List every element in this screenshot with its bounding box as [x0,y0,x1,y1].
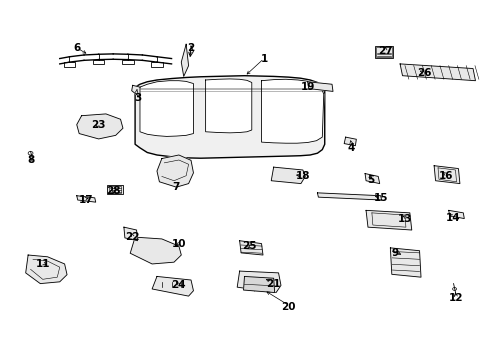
Text: 19: 19 [300,82,314,92]
Bar [109,186,121,193]
Polygon shape [399,64,474,81]
Polygon shape [239,241,263,255]
Text: 26: 26 [416,68,431,78]
Text: 20: 20 [281,302,295,312]
Text: 13: 13 [397,214,411,224]
Text: 10: 10 [171,239,186,249]
Polygon shape [135,76,324,158]
Bar [122,60,133,64]
Text: 28: 28 [106,186,120,196]
Bar [374,46,392,58]
Polygon shape [389,248,420,277]
Text: 9: 9 [391,248,398,258]
Text: 4: 4 [347,143,354,153]
Text: 25: 25 [242,241,256,251]
Polygon shape [344,137,356,146]
Text: 3: 3 [134,93,141,103]
Text: 6: 6 [73,43,80,53]
Polygon shape [205,79,251,133]
Text: 18: 18 [295,171,309,181]
Polygon shape [157,155,193,187]
Bar [63,62,75,67]
Polygon shape [140,81,193,136]
Text: 12: 12 [448,293,462,303]
Text: 5: 5 [366,175,374,185]
Bar [151,62,163,67]
Polygon shape [366,210,411,230]
Text: 22: 22 [125,232,140,242]
Polygon shape [317,193,381,200]
Text: 14: 14 [446,212,460,222]
Polygon shape [243,276,274,293]
Polygon shape [261,79,323,143]
Text: 8: 8 [27,156,34,165]
Polygon shape [130,237,181,264]
Text: 1: 1 [260,54,267,64]
Polygon shape [123,227,137,241]
Bar [107,185,122,194]
Polygon shape [237,271,281,293]
Bar [93,60,104,64]
Polygon shape [307,82,332,91]
Polygon shape [26,255,67,284]
Text: 16: 16 [438,171,452,181]
Text: 11: 11 [36,259,50,269]
Bar [375,48,391,57]
Polygon shape [181,44,188,76]
Polygon shape [433,166,459,184]
Polygon shape [77,196,96,202]
Polygon shape [131,85,142,96]
Text: 24: 24 [171,280,186,291]
Polygon shape [190,46,193,57]
Polygon shape [152,276,193,296]
Text: 17: 17 [79,195,94,204]
Polygon shape [77,114,122,139]
Text: 23: 23 [91,120,106,130]
Text: 15: 15 [373,193,387,203]
Text: 27: 27 [377,46,392,57]
Polygon shape [448,210,463,219]
Text: 21: 21 [266,279,280,289]
Polygon shape [365,174,379,184]
Text: 2: 2 [187,43,194,53]
Polygon shape [271,167,305,184]
Text: 7: 7 [172,182,180,192]
